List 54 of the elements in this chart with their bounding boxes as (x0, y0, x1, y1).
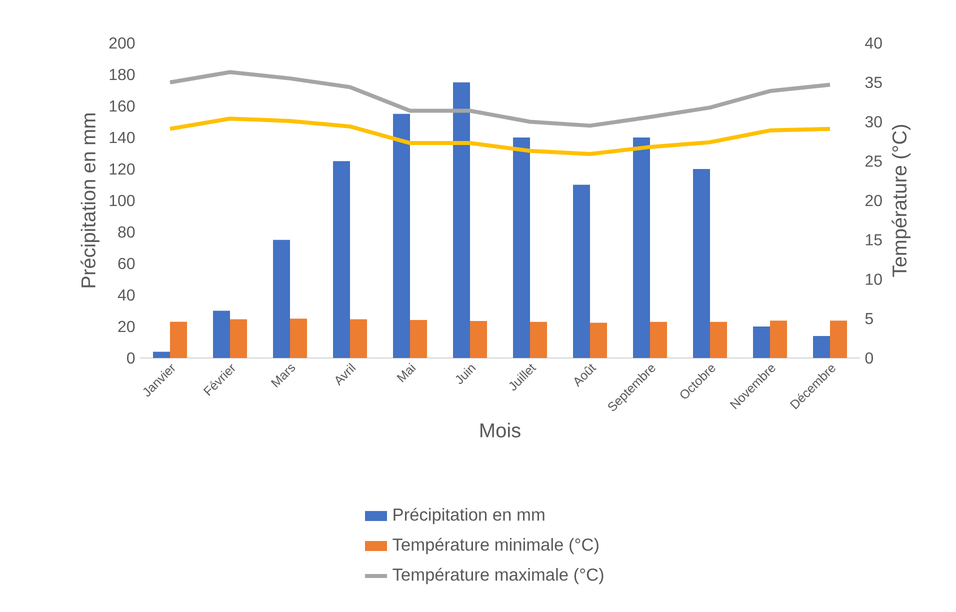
bar (393, 114, 410, 358)
bar (710, 322, 728, 358)
x-tick-label: Juin (456, 365, 476, 384)
bar (513, 138, 530, 358)
x-tick-label: Mai (396, 362, 416, 382)
bar (410, 320, 428, 358)
bar (813, 336, 830, 358)
y-tick-label: 40 (118, 289, 135, 301)
bar (453, 82, 470, 358)
y-tick-label: 60 (118, 258, 135, 270)
y-tick-label: 160 (110, 100, 135, 112)
y-tick-label: 120 (110, 163, 135, 175)
y2-axis-title: Température (°C) (892, 124, 911, 277)
y-tick-label: 180 (110, 68, 135, 80)
y2-tick-label: 5 (865, 313, 873, 324)
bar (333, 161, 350, 358)
bar (693, 169, 710, 358)
y-tick-label: 0 (127, 352, 135, 364)
bar (230, 319, 248, 358)
y-tick-label: 20 (118, 320, 135, 332)
bar (590, 322, 608, 358)
bar (770, 320, 788, 358)
bar (153, 352, 170, 358)
y2-tick-label: 20 (866, 194, 882, 206)
bar (830, 320, 848, 358)
line-series (168, 70, 832, 128)
bar (573, 184, 590, 358)
line-series (168, 116, 832, 156)
bar (470, 320, 488, 358)
bar (213, 310, 230, 358)
bar (170, 322, 188, 358)
y2-tick-label: 25 (866, 155, 882, 167)
legend-label: Précipitation en mm (394, 508, 544, 524)
y2-tick-label: 30 (865, 116, 882, 128)
bar (290, 318, 308, 358)
bar (273, 240, 290, 358)
bar (530, 322, 548, 358)
y-tick-label: 200 (109, 37, 135, 49)
legend-label: Température minimale (°C) (392, 538, 598, 554)
y-axis-title: Précipitation en mm (80, 114, 100, 288)
bar (633, 138, 650, 358)
y2-tick-label: 15 (866, 234, 882, 246)
y-tick-label: 80 (118, 226, 135, 238)
bar (650, 322, 668, 358)
bar (753, 326, 770, 358)
y2-tick-label: 10 (866, 274, 882, 285)
x-axis-title: Mois (480, 422, 520, 438)
bar (350, 319, 368, 358)
legend-label: Température maximale (°C) (392, 568, 604, 584)
y-tick-label: 100 (110, 194, 135, 206)
y-tick-label: 140 (110, 132, 135, 144)
y2-tick-label: 35 (865, 76, 882, 88)
y2-tick-label: 40 (865, 37, 882, 49)
y2-tick-label: 0 (865, 352, 873, 364)
